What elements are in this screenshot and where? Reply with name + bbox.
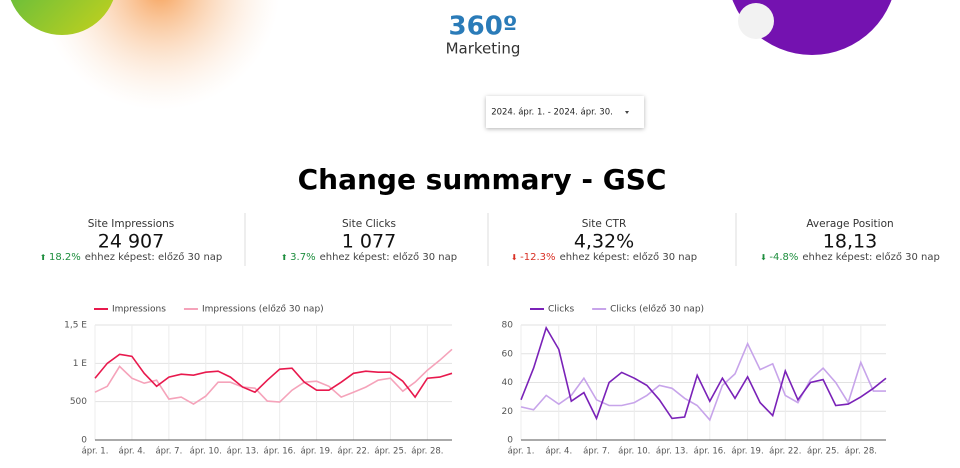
x-tick-label: ápr. 28. (845, 447, 877, 457)
kpi-compare: ehhez képest: előző 30 nap (320, 251, 458, 263)
trend-arrow: ⬇ (760, 253, 769, 262)
legend-label: Clicks (548, 305, 574, 315)
series-line (520, 341, 886, 422)
kpi-change: 3.7% (290, 252, 315, 263)
decor-circle (738, 3, 774, 39)
page-title: Change summary - GSC (298, 163, 667, 196)
x-tick-label: ápr. 19. (731, 447, 763, 457)
kpi-value: 1 077 (342, 231, 396, 253)
date-range[interactable]: 2024. ápr. 1. - 2024. ápr. 30. (491, 108, 613, 118)
y-tick-label: 0 (81, 436, 87, 446)
x-tick-label: ápr. 10. (618, 447, 650, 457)
kpi-change: 18.2% (49, 252, 81, 263)
y-tick-label: 0 (507, 436, 513, 446)
x-tick-label: ápr. 1. (508, 447, 535, 457)
kpi-value: 4,32% (574, 231, 634, 253)
x-tick-label: ápr. 7. (155, 447, 182, 457)
kpi-compare-row: ⬇ -4.8% ehhez képest: előző 30 nap (760, 251, 940, 263)
trend-arrow: ⬆ (40, 253, 49, 262)
x-tick-label: ápr. 19. (300, 447, 332, 457)
logo-text: Marketing (446, 40, 521, 58)
trend-arrow: ⬇ (511, 253, 520, 262)
kpi-compare-row: ⬇ -12.3% ehhez képest: előző 30 nap (511, 251, 697, 263)
kpi-label: Site Impressions (88, 218, 174, 230)
y-tick-label: 40 (502, 378, 514, 388)
y-tick-label: 20 (502, 407, 514, 417)
y-tick-label: 500 (70, 397, 87, 407)
x-tick-label: ápr. 16. (264, 447, 296, 457)
x-tick-label: ápr. 25. (374, 447, 406, 457)
x-tick-label: ápr. 13. (656, 447, 688, 457)
trend-arrow: ⬆ (281, 253, 290, 262)
x-tick-label: ápr. 7. (583, 447, 610, 457)
kpi-label: Site Clicks (342, 218, 396, 230)
x-tick-label: ápr. 25. (807, 447, 839, 457)
y-tick-label: 1 E (73, 359, 88, 369)
x-tick-label: ápr. 22. (337, 447, 369, 457)
decor-circle (10, 0, 114, 35)
x-tick-label: ápr. 10. (190, 447, 222, 457)
legend-label: Clicks (előző 30 nap) (610, 305, 704, 315)
kpi-value: 18,13 (823, 231, 877, 253)
logo-number: 360º (449, 12, 518, 42)
x-tick-label: ápr. 28. (411, 447, 443, 457)
x-tick-label: ápr. 22. (769, 447, 801, 457)
series-line (94, 348, 453, 406)
kpi-compare-row: ⬆ 18.2% ehhez képest: előző 30 nap (40, 251, 223, 263)
kpi-label: Site CTR (582, 218, 627, 230)
series-line (94, 353, 453, 399)
kpi-compare-row: ⬆ 3.7% ehhez képest: előző 30 nap (281, 251, 457, 263)
kpi-value: 24 907 (98, 231, 164, 253)
date-picker[interactable] (486, 96, 644, 128)
y-tick-label: 1,5 E (64, 321, 87, 331)
kpi-change: -4.8% (769, 252, 798, 263)
x-tick-label: ápr. 4. (545, 447, 572, 457)
decor-blob (40, 0, 280, 110)
dropdown-arrow (625, 111, 629, 114)
kpi-compare: ehhez képest: előző 30 nap (560, 251, 698, 263)
y-tick-label: 80 (502, 321, 514, 331)
kpi-label: Average Position (806, 218, 893, 230)
kpi-compare: ehhez képest: előző 30 nap (85, 251, 223, 263)
kpi-change: -12.3% (520, 252, 555, 263)
legend-label: Impressions (112, 305, 166, 315)
x-tick-label: ápr. 4. (119, 447, 146, 457)
legend-label: Impressions (előző 30 nap) (202, 305, 324, 315)
x-tick-label: ápr. 1. (82, 447, 109, 457)
y-tick-label: 60 (502, 349, 514, 359)
kpi-compare: ehhez képest: előző 30 nap (802, 251, 940, 263)
series-line (520, 325, 887, 421)
x-tick-label: ápr. 16. (694, 447, 726, 457)
x-tick-label: ápr. 13. (227, 447, 259, 457)
